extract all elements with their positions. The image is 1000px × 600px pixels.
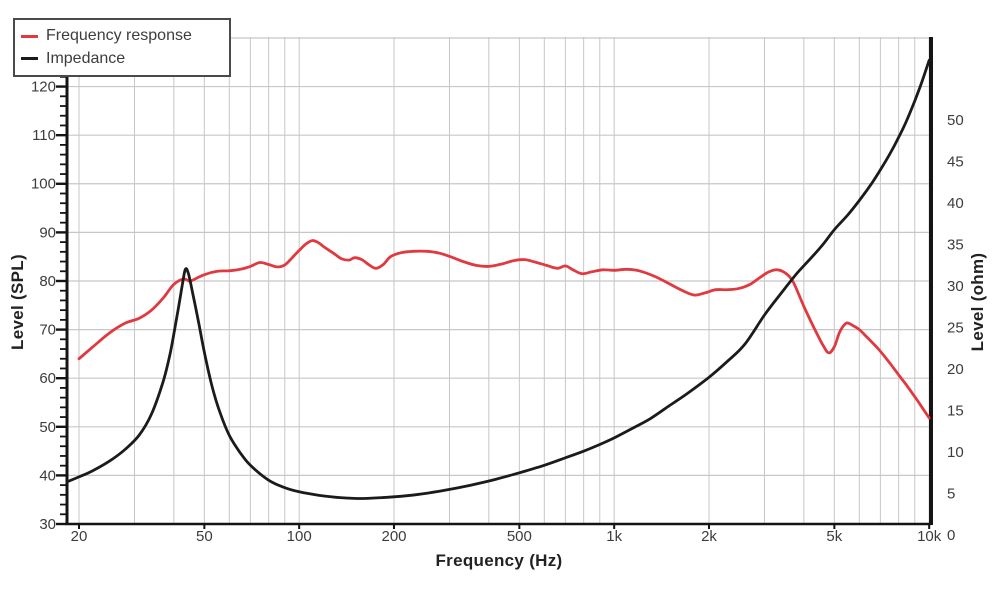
y-right-tick-label: 45 bbox=[947, 153, 964, 170]
y-right-tick-label: 15 bbox=[947, 402, 964, 419]
y-right-tick-label: 5 bbox=[947, 485, 955, 502]
x-tick-label: 2k bbox=[701, 528, 717, 545]
y-right-tick-label: 30 bbox=[947, 278, 964, 295]
legend: Frequency response Impedance bbox=[13, 18, 231, 77]
y-left-tick-label: 90 bbox=[39, 224, 56, 241]
y-right-tick-label: 25 bbox=[947, 319, 964, 336]
x-tick-label: 10k bbox=[917, 528, 942, 545]
y-left-tick-label: 40 bbox=[39, 467, 56, 484]
legend-item-impedance: Impedance bbox=[15, 49, 229, 67]
frequency-response-swatch bbox=[21, 34, 38, 38]
x-tick-label: 5k bbox=[826, 528, 842, 545]
y-axis-title-right: Level (ohm) bbox=[968, 252, 987, 352]
x-tick-label: 1k bbox=[606, 528, 622, 545]
y-right-tick-label: 0 bbox=[947, 527, 955, 544]
x-tick-label: 200 bbox=[381, 528, 406, 545]
y-left-tick-label: 100 bbox=[31, 176, 56, 193]
y-right-tick-label: 20 bbox=[947, 361, 964, 378]
y-left-tick-label: 60 bbox=[39, 370, 56, 387]
impedance-curve bbox=[65, 58, 931, 500]
y-left-tick-label: 70 bbox=[39, 322, 56, 339]
y-left-tick-label: 30 bbox=[39, 516, 56, 533]
legend-label: Impedance bbox=[46, 49, 126, 67]
y-axis-title-left: Level (SPL) bbox=[8, 254, 27, 350]
legend-item-frequency-response: Frequency response bbox=[15, 28, 229, 44]
x-tick-label: 20 bbox=[71, 528, 88, 545]
y-left-tick-label: 120 bbox=[31, 79, 56, 96]
x-tick-label: 50 bbox=[196, 528, 213, 545]
y-left-tick-label: 110 bbox=[32, 127, 56, 144]
legend-label: Frequency response bbox=[46, 27, 192, 45]
x-tick-label: 500 bbox=[507, 528, 532, 545]
y-right-tick-label: 40 bbox=[947, 195, 964, 212]
y-right-tick-label: 10 bbox=[947, 444, 964, 461]
y-left-tick-label: 80 bbox=[39, 273, 56, 290]
y-right-tick-label: 35 bbox=[947, 236, 964, 253]
x-tick-label: 100 bbox=[287, 528, 312, 545]
impedance-swatch bbox=[21, 57, 38, 61]
y-left-tick-label: 50 bbox=[39, 419, 56, 436]
frequency-response-curve bbox=[77, 239, 931, 420]
x-axis-title: Frequency (Hz) bbox=[435, 551, 563, 570]
y-right-tick-label: 50 bbox=[947, 112, 964, 129]
